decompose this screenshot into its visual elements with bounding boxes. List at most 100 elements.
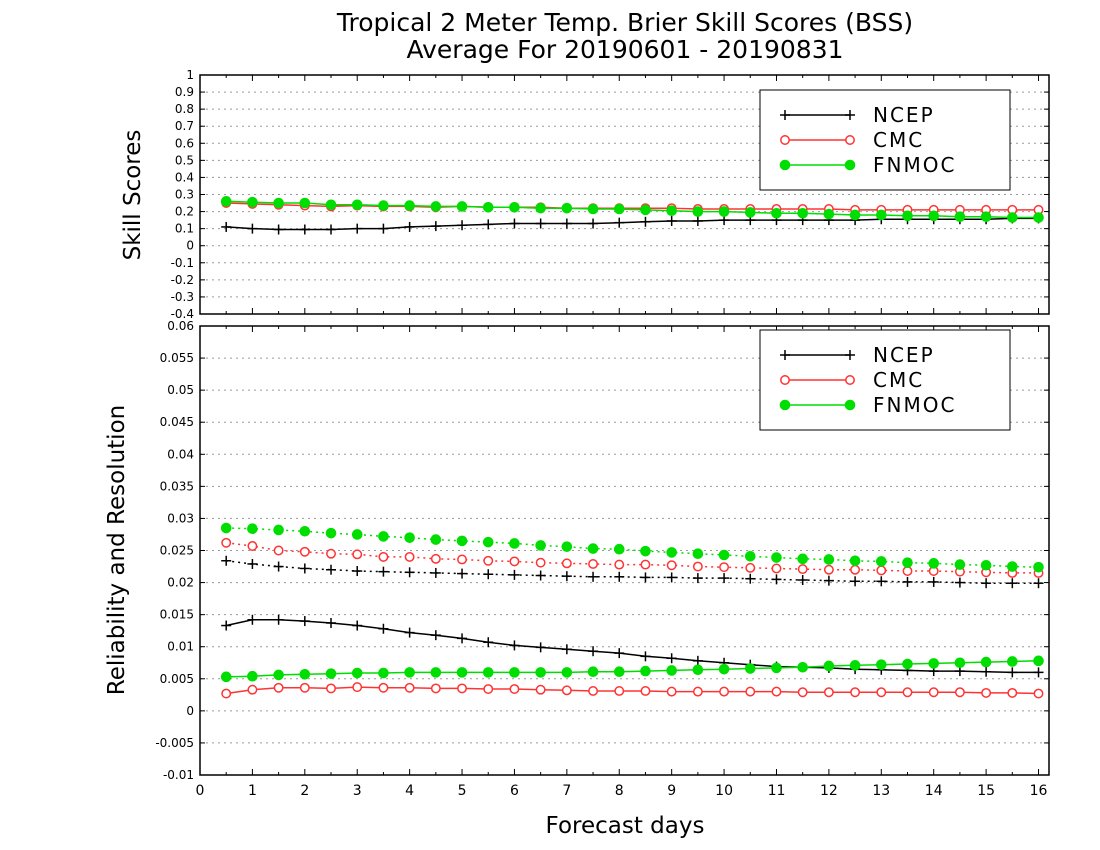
bottom-data-point	[535, 667, 546, 678]
bottom-data-point	[718, 549, 730, 561]
top-data-point	[718, 206, 730, 217]
bottom-y-tick-label: 0.055	[160, 351, 194, 365]
bottom-data-point	[404, 532, 415, 543]
bottom-data-point	[928, 687, 939, 698]
bottom-data-point	[613, 543, 625, 555]
bottom-data-point	[430, 553, 441, 564]
top-data-point	[875, 209, 887, 221]
bottom-data-point	[718, 663, 730, 675]
bottom-data-point	[640, 651, 651, 662]
x-tick-label: 6	[510, 783, 519, 799]
bottom-data-point	[588, 646, 599, 657]
bottom-data-point	[483, 555, 494, 566]
bottom-data-point	[273, 682, 284, 693]
bottom-data-point	[247, 541, 258, 551]
bottom-data-point	[823, 660, 835, 672]
bottom-legend-item-cmc: CMC	[780, 368, 922, 392]
top-y-tick-label: -0.2	[171, 273, 194, 287]
top-y-tick-label: 0.1	[175, 222, 194, 236]
bottom-data-point	[850, 687, 861, 698]
bottom-data-point	[719, 562, 730, 573]
bottom-y-tick-label: -0.005	[155, 736, 194, 750]
bottom-data-point	[378, 623, 389, 634]
top-y-tick-label: 0.8	[175, 102, 194, 116]
bottom-data-point	[797, 661, 808, 673]
bottom-data-point	[273, 545, 284, 556]
bottom-data-point	[666, 686, 677, 697]
bottom-data-point	[457, 633, 468, 644]
bottom-data-point	[430, 630, 441, 641]
bottom-data-point	[771, 686, 782, 697]
bottom-data-point	[378, 682, 389, 693]
bottom-y-tick-label: 0.01	[167, 640, 194, 654]
bottom-data-point	[692, 686, 703, 697]
top-data-point	[273, 197, 284, 209]
bottom-data-point	[981, 578, 992, 589]
top-y-tick-label: 0.4	[175, 170, 194, 184]
bottom-data-point	[640, 559, 651, 570]
top-data-point	[640, 204, 651, 216]
bottom-data-point	[273, 669, 284, 681]
bottom-data-point	[981, 666, 992, 677]
top-data-point	[404, 221, 415, 232]
bottom-data-point	[954, 687, 965, 698]
bottom-data-point	[509, 556, 520, 567]
top-data-point	[980, 211, 992, 222]
bottom-data-point	[587, 666, 599, 678]
bottom-data-point	[299, 616, 310, 627]
bottom-data-point	[325, 527, 337, 539]
top-data-point	[273, 224, 284, 235]
bottom-data-point	[640, 665, 651, 677]
top-y-tick-label: -0.1	[171, 256, 194, 270]
top-data-point	[613, 203, 625, 215]
top-data-point	[482, 202, 494, 213]
bottom-data-point	[404, 667, 415, 678]
bottom-data-point	[1033, 578, 1044, 589]
bottom-data-point	[1007, 561, 1018, 572]
bottom-data-point	[325, 668, 337, 679]
bottom-data-point	[640, 686, 651, 696]
top-data-point	[954, 211, 966, 222]
bottom-data-point	[954, 559, 966, 570]
top-plot-frame	[199, 74, 1050, 315]
top-data-point	[902, 210, 913, 222]
legend-marker	[780, 110, 790, 120]
x-tick-label: 4	[405, 783, 414, 799]
bottom-series-cmc-dotted	[221, 537, 1044, 578]
x-tick-label: 16	[1030, 783, 1048, 799]
skill-scores-panel: 1 0.9 0.8 0.7 0.6 0.5 0.4 0.3 0.2 0.1 0 -0.1 -0.2 -0.…	[171, 68, 1050, 321]
legend-marker	[780, 135, 790, 145]
top-data-point	[666, 205, 677, 217]
top-legend-item-cmc: CMC	[780, 128, 924, 152]
bottom-data-point	[1033, 688, 1044, 699]
chart-title-line1: Tropical 2 Meter Temp. Brier Skill Score…	[336, 8, 913, 37]
bottom-data-point	[928, 558, 940, 569]
bottom-data-point	[404, 627, 415, 638]
bottom-series-cmc-solid	[221, 682, 1044, 699]
top-data-point	[351, 199, 363, 211]
top-data-point	[692, 206, 704, 217]
legend-label: NCEP	[873, 343, 935, 367]
bottom-data-point	[535, 540, 546, 551]
top-data-point	[640, 216, 651, 227]
top-data-point	[692, 215, 703, 226]
bottom-data-point	[378, 551, 389, 562]
bottom-data-point	[981, 687, 992, 698]
bottom-data-point	[299, 525, 311, 537]
bottom-data-point	[404, 682, 415, 693]
bottom-data-point	[299, 546, 310, 557]
bottom-data-point	[378, 566, 389, 577]
bottom-data-point	[876, 687, 887, 698]
bottom-data-point	[1007, 687, 1018, 698]
bottom-data-point	[273, 614, 284, 625]
legend-label: CMC	[873, 128, 924, 152]
bottom-data-point	[902, 687, 913, 698]
bottom-data-point	[247, 558, 258, 569]
bottom-y-tick-label: 0	[186, 704, 194, 718]
bottom-data-point	[483, 637, 494, 648]
bottom-data-point	[980, 656, 992, 668]
x-tick-label: 7	[562, 783, 571, 799]
bottom-data-point	[326, 683, 336, 694]
